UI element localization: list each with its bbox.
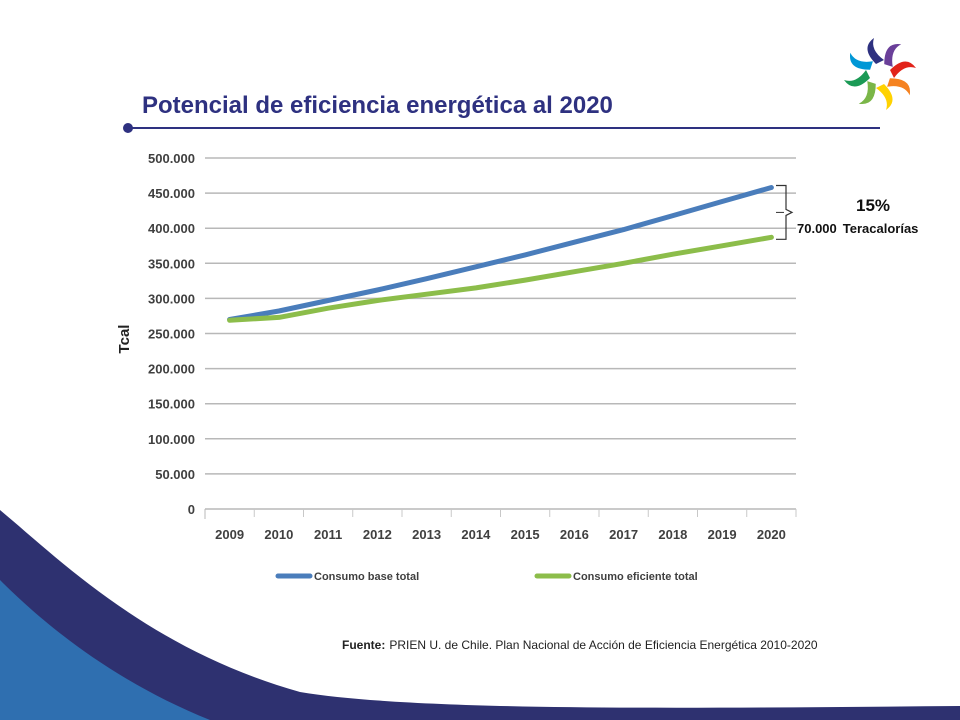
- chart-legend: Consumo base total Consumo eficiente tota…: [275, 571, 698, 583]
- annotation-unit: Teracalorías: [842, 221, 919, 236]
- y-tick-label: 500.000: [148, 151, 195, 166]
- logo-petal: [844, 70, 870, 87]
- y-tick-label: 350.000: [148, 256, 195, 271]
- logo-petal: [890, 61, 916, 78]
- legend-label: Consumo eficiente total: [573, 571, 698, 583]
- logo-petal: [887, 78, 911, 96]
- x-tick-label: 2019: [708, 527, 737, 542]
- annotation-amount: 70.000 Teracalorías: [797, 221, 924, 236]
- y-axis-ticks: 0 50.000 100.000 150.000 200.000 250.000 300.0…: [148, 151, 195, 517]
- x-axis-ticks: 2009 2010 2011 2012 2013 2014 2015 2016 2017 2018…: [215, 527, 786, 542]
- x-tick-label: 2010: [264, 527, 293, 542]
- colorful-spiral-logo-icon: [844, 38, 916, 110]
- difference-bracket: [776, 184, 794, 240]
- chart-gridlines: [204, 157, 797, 519]
- y-tick-label: 300.000: [148, 291, 195, 306]
- y-tick-label: 450.000: [148, 186, 195, 201]
- y-tick-label: 0: [188, 502, 195, 517]
- logo-petal: [858, 81, 876, 105]
- legend-label: Consumo base total: [314, 571, 419, 583]
- x-tick-label: 2016: [560, 527, 589, 542]
- y-tick-label: 50.000: [155, 467, 195, 482]
- y-tick-label: 250.000: [148, 327, 195, 342]
- x-tick-label: 2020: [757, 527, 786, 542]
- x-tick-label: 2013: [412, 527, 441, 542]
- y-tick-label: 100.000: [148, 432, 195, 447]
- logo-petal: [867, 38, 884, 64]
- logo-petal: [876, 84, 893, 110]
- chart-series: [227, 185, 774, 323]
- y-tick-label: 150.000: [148, 397, 195, 412]
- x-tick-label: 2009: [215, 527, 244, 542]
- difference-brace: [776, 184, 794, 240]
- source-note: Fuente: PRIEN U. de Chile. Plan Nacional …: [342, 638, 818, 652]
- x-tick-label: 2011: [314, 527, 342, 542]
- swoosh-light: [0, 580, 210, 720]
- y-tick-label: 400.000: [148, 221, 195, 236]
- annotation-amount-value: 70.000: [797, 221, 837, 236]
- x-tick-label: 2015: [511, 527, 540, 542]
- annotation-percent: 15%: [856, 196, 891, 215]
- title-bullet-dot: [123, 123, 133, 133]
- source-text: PRIEN U. de Chile. Plan Nacional de Acci…: [389, 638, 818, 652]
- series-line-consumo-base: [227, 185, 774, 322]
- x-tick-label: 2012: [363, 527, 392, 542]
- x-tick-label: 2014: [461, 527, 491, 542]
- y-axis-label: Tcal: [116, 325, 133, 354]
- series-line-consumo-eficiente: [227, 234, 774, 323]
- logo-petal: [849, 52, 873, 70]
- source-label: Fuente:: [342, 638, 386, 652]
- slide-title: Potencial de eficiencia energética al 20…: [142, 92, 613, 119]
- x-tick-label: 2017: [609, 527, 638, 542]
- logo-petal: [884, 43, 902, 67]
- x-tick-label: 2018: [658, 527, 687, 542]
- y-tick-label: 200.000: [148, 362, 195, 377]
- title-underline: [128, 127, 880, 129]
